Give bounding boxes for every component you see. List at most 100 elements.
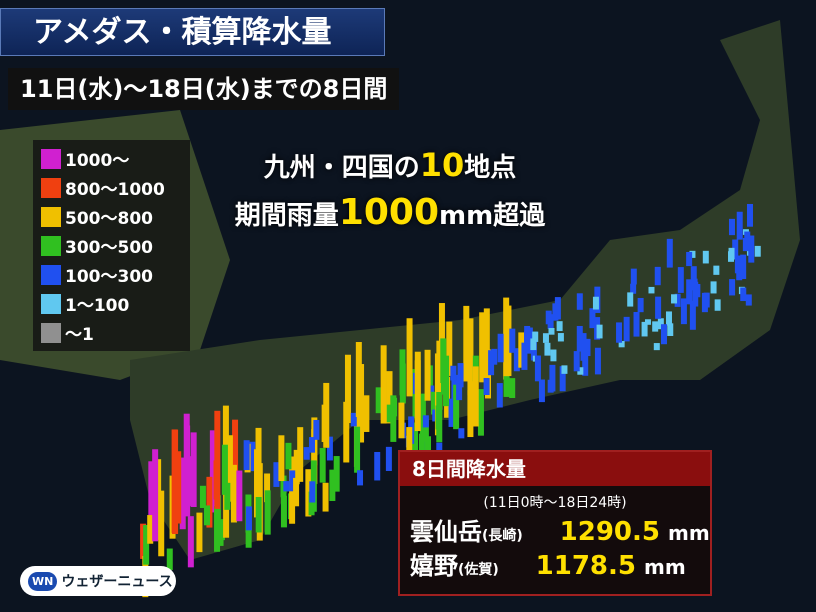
amount: 1290.5	[559, 517, 660, 547]
rain-bar	[386, 404, 393, 423]
rain-bar	[691, 278, 698, 291]
rain-bar	[589, 308, 596, 329]
rain-bar	[350, 412, 357, 427]
headline-number: 10	[419, 146, 465, 184]
rain-bar	[422, 418, 429, 453]
rain-bar	[740, 254, 747, 280]
rain-bar	[657, 318, 664, 330]
rain-bar	[667, 323, 674, 336]
rain-bar	[187, 456, 194, 506]
rain-bar	[450, 365, 457, 381]
rain-bar	[748, 235, 755, 263]
rain-bar	[305, 469, 312, 517]
headline: 期間雨量1000mm超過	[200, 192, 580, 233]
rain-bar	[637, 297, 644, 313]
rain-bar	[483, 308, 490, 356]
legend-swatch	[41, 206, 61, 227]
rain-bar	[559, 366, 566, 392]
rain-bar	[425, 436, 432, 457]
rain-bar	[534, 355, 541, 382]
rain-bar	[303, 447, 310, 460]
rain-bar	[538, 379, 545, 403]
rain-bar	[545, 310, 552, 325]
rain-bar	[674, 293, 681, 307]
rain-bar	[399, 349, 406, 396]
legend-item: 300〜500	[33, 231, 190, 260]
rain-bar	[686, 279, 693, 305]
prefecture: (佐賀)	[458, 562, 499, 578]
rain-bar	[596, 324, 603, 339]
title: アメダス・積算降水量	[0, 8, 385, 56]
rain-bar	[453, 384, 460, 430]
rain-bar	[289, 470, 296, 492]
rain-bar	[484, 349, 491, 399]
rain-bar	[398, 402, 405, 439]
rain-bar	[375, 387, 382, 414]
rain-bar	[509, 378, 516, 399]
rain-bar	[496, 383, 503, 408]
rain-bar	[264, 490, 271, 535]
rain-bar	[503, 297, 510, 380]
rain-bar	[530, 338, 537, 351]
rain-bar	[518, 332, 525, 368]
rain-bar	[732, 239, 739, 260]
rain-bar	[547, 379, 554, 393]
rain-bar	[222, 405, 229, 481]
rain-bar	[264, 473, 271, 503]
rain-bar	[147, 515, 154, 544]
legend-label: 1000〜	[65, 151, 130, 171]
rain-bar	[660, 324, 667, 345]
rain-bar	[285, 442, 292, 470]
rain-bar	[549, 364, 556, 392]
rain-bar	[424, 349, 431, 401]
rain-bar	[155, 493, 162, 541]
rain-bar	[623, 316, 630, 342]
rain-bar	[354, 426, 361, 473]
rain-bar	[440, 338, 447, 384]
rain-bar	[653, 343, 660, 351]
rain-bar	[728, 218, 735, 236]
rain-bar	[648, 286, 655, 294]
rain-bar	[576, 293, 583, 310]
rain-bar	[255, 496, 262, 533]
amount: 1178.5	[535, 551, 636, 581]
info-row: 雲仙岳 (長崎) 1290.5 mm	[400, 512, 710, 547]
rain-bar	[742, 237, 749, 252]
rain-bar	[344, 354, 351, 424]
logo: WN ウェザーニュース	[20, 566, 176, 596]
rain-bar	[548, 327, 555, 335]
rain-bar	[418, 433, 425, 455]
rain-bar	[148, 461, 155, 536]
rain-bar	[532, 331, 539, 342]
rain-bar	[561, 365, 568, 374]
rain-bar	[414, 360, 421, 432]
rain-bar	[293, 449, 300, 485]
rain-bar	[630, 268, 637, 285]
rain-bar	[333, 456, 340, 492]
rain-bar	[225, 465, 232, 500]
rain-bar	[463, 305, 470, 382]
rain-bar	[665, 311, 672, 326]
rain-bar	[308, 437, 315, 453]
rain-bar	[190, 432, 197, 507]
rain-bar	[582, 352, 589, 376]
rain-bar	[584, 338, 591, 357]
rain-bar	[355, 342, 362, 418]
headline: 九州・四国の10地点	[200, 146, 580, 184]
rain-bar	[677, 267, 684, 293]
rain-bar	[329, 469, 336, 501]
legend-swatch	[41, 293, 61, 314]
japan-land	[130, 20, 800, 560]
rain-bar	[406, 318, 413, 397]
rain-bar	[278, 435, 285, 482]
legend: 1000〜 800〜1000 500〜800 300〜500 100〜300 1〜100 〜…	[33, 140, 190, 351]
rain-bar	[616, 322, 623, 343]
rain-bar	[218, 521, 225, 541]
rain-bar	[430, 391, 437, 415]
rain-bar	[171, 429, 178, 533]
rain-bar	[422, 415, 429, 428]
logo-mark: WN	[28, 571, 58, 591]
headline-number: 1000	[338, 192, 440, 233]
rain-bar	[680, 298, 687, 325]
